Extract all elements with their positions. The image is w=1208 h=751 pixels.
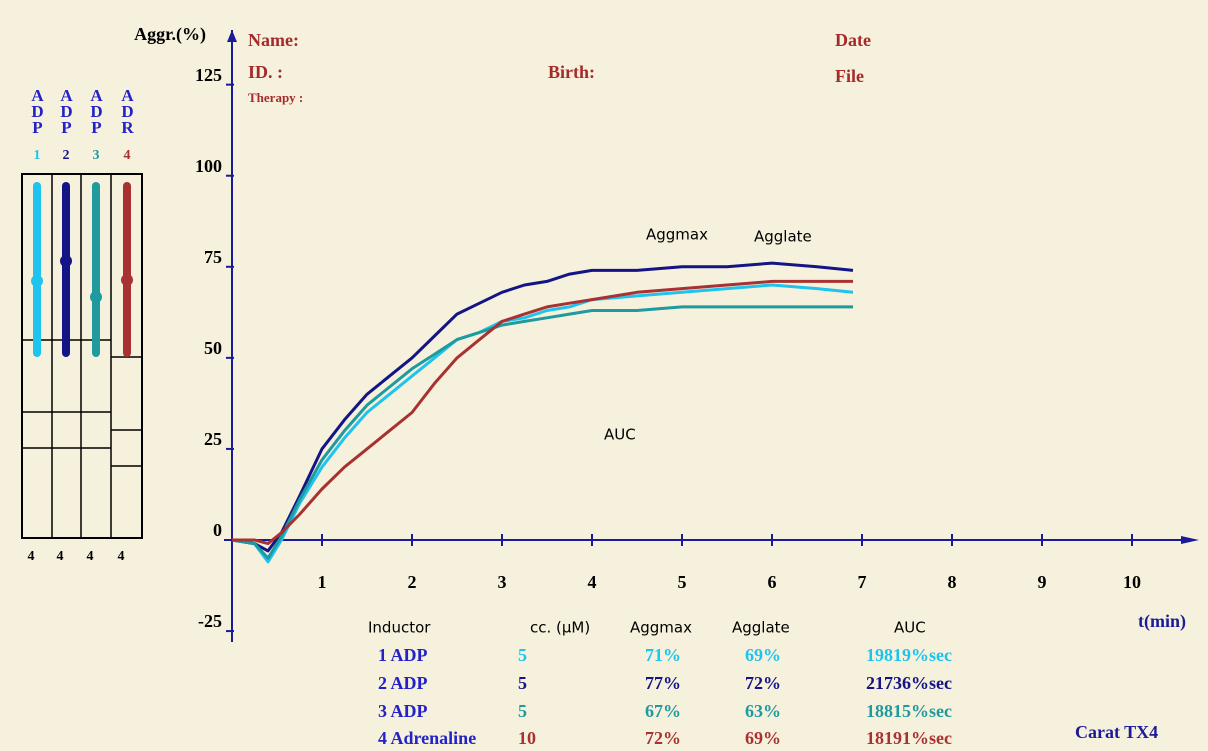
table-cell: 1 ADP	[378, 645, 428, 665]
x-tick-label: 3	[498, 572, 507, 592]
x-axis-label: t(min)	[1138, 611, 1186, 632]
channel-marker	[121, 274, 133, 286]
channel-number: 4	[124, 148, 131, 163]
table-cell: 21736%sec	[866, 673, 952, 693]
y-axis-arrow	[227, 30, 237, 42]
y-tick-label: -25	[198, 611, 222, 631]
data-line	[231, 283, 854, 564]
channel-marker	[60, 255, 72, 267]
y-tick-label: 100	[195, 156, 222, 176]
x-axis-arrow	[1181, 536, 1199, 544]
channel-count: 4	[57, 549, 64, 564]
x-tick-label: 6	[768, 572, 777, 592]
date-label: Date	[835, 30, 871, 50]
y-tick-label: 75	[204, 247, 222, 267]
table-cell: 71%	[645, 645, 681, 665]
table-cell: 67%	[645, 701, 681, 721]
table-cell: 72%	[645, 728, 681, 748]
channel-number: 3	[93, 148, 100, 163]
table-cell: 5	[518, 701, 527, 721]
birth-label: Birth:	[548, 62, 595, 82]
table-cell: 5	[518, 673, 527, 693]
channel-number: 2	[63, 148, 70, 163]
channel-label: ADP	[87, 86, 106, 134]
table-cell: 72%	[745, 673, 781, 693]
table-cell: 10	[518, 728, 536, 748]
annotation: Agglate	[754, 228, 812, 246]
table-cell: 5	[518, 645, 527, 665]
channel-count: 4	[118, 549, 125, 564]
table-header: Aggmax	[630, 619, 692, 637]
footer: Carat TX4	[1075, 722, 1158, 742]
y-tick-label: 125	[195, 65, 222, 85]
table-header: Agglate	[732, 619, 790, 637]
y-tick-label: 50	[204, 338, 222, 358]
channel-count: 4	[87, 549, 94, 564]
x-tick-label: 8	[948, 572, 957, 592]
therapy-label: Therapy :	[248, 90, 303, 105]
table-cell: 2 ADP	[378, 673, 428, 693]
table-header: AUC	[894, 619, 926, 637]
x-tick-label: 5	[678, 572, 687, 592]
table-cell: 19819%sec	[866, 645, 952, 665]
table-cell: 69%	[745, 728, 781, 748]
y-tick-label: 25	[204, 429, 222, 449]
name-label: Name:	[248, 30, 299, 50]
x-tick-label: 2	[408, 572, 417, 592]
x-tick-label: 7	[858, 572, 867, 592]
x-tick-label: 10	[1123, 572, 1141, 592]
table-cell: 77%	[645, 673, 681, 693]
table-cell: 18815%sec	[866, 701, 952, 721]
channel-number: 1	[34, 148, 41, 163]
table-cell: 63%	[745, 701, 781, 721]
channel-marker	[90, 291, 102, 303]
table-header: cc. (µM)	[530, 619, 590, 637]
channel-count: 4	[28, 549, 35, 564]
x-tick-label: 9	[1038, 572, 1047, 592]
data-line	[232, 279, 853, 546]
annotation: AUC	[604, 426, 636, 444]
table-cell: 18191%sec	[866, 728, 952, 748]
y-axis-label: Aggr.(%)	[134, 24, 206, 45]
y-tick-label: 0	[213, 520, 222, 540]
x-tick-label: 4	[588, 572, 597, 592]
file-label: File	[835, 66, 864, 86]
table-cell: 3 ADP	[378, 701, 428, 721]
id-label: ID. :	[248, 62, 283, 82]
channel-marker	[31, 275, 43, 287]
channel-label: ADP	[57, 86, 76, 134]
channel-label: ADR	[118, 86, 137, 134]
channel-label: ADP	[28, 86, 47, 134]
data-line	[231, 305, 853, 560]
table-header: Inductor	[368, 619, 431, 637]
data-line	[231, 261, 854, 553]
channel-frame	[21, 173, 143, 539]
annotation: Aggmax	[646, 226, 708, 244]
table-cell: 4 Adrenaline	[378, 728, 476, 748]
x-tick-label: 1	[318, 572, 327, 592]
table-cell: 69%	[745, 645, 781, 665]
